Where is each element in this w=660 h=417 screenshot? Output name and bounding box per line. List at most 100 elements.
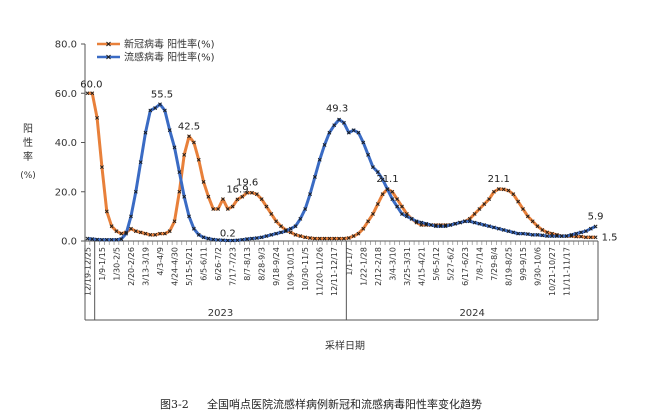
point-covid bbox=[153, 232, 158, 237]
point-flu bbox=[104, 237, 109, 242]
point-covid bbox=[312, 236, 317, 241]
point-covid bbox=[177, 189, 182, 194]
point-flu bbox=[230, 238, 235, 243]
y-axis-title: 阳 性 率 (%) bbox=[20, 123, 36, 181]
point-flu bbox=[545, 234, 550, 238]
point-covid bbox=[414, 220, 419, 225]
x-tick-label: 6/17-6/23 bbox=[461, 247, 470, 286]
point-flu bbox=[409, 216, 414, 221]
point-flu bbox=[375, 170, 380, 174]
data-label: 55.5 bbox=[151, 89, 173, 100]
point-flu bbox=[448, 223, 453, 227]
x-tick-label: 6/26-7/2 bbox=[214, 247, 223, 281]
point-flu bbox=[211, 237, 216, 242]
point-flu bbox=[235, 238, 240, 243]
point-flu bbox=[559, 234, 564, 238]
point-covid bbox=[245, 190, 250, 195]
y-axis-unit: (%) bbox=[20, 171, 36, 181]
data-label: 60.0 bbox=[80, 79, 102, 90]
point-flu bbox=[167, 128, 172, 133]
point-covid bbox=[172, 219, 177, 224]
data-labels: 60.0 55.5 42.5 16.919.6 0.2 49.3 21.1 21.1 5.9 1.… bbox=[80, 79, 617, 243]
x-tick-label: 5/27-6/2 bbox=[446, 247, 455, 281]
x-tick-label: 7/29-8/4 bbox=[490, 247, 499, 281]
point-covid bbox=[569, 234, 574, 238]
point-flu bbox=[254, 236, 259, 240]
point-covid bbox=[158, 231, 162, 236]
point-flu bbox=[182, 194, 187, 199]
point-covid bbox=[477, 207, 482, 211]
point-covid bbox=[351, 234, 356, 238]
point-covid bbox=[143, 231, 148, 236]
point-flu bbox=[453, 221, 458, 226]
point-flu bbox=[114, 237, 119, 242]
x-tick-label: 9/9-9/15 bbox=[519, 247, 528, 281]
series-line-flu bbox=[87, 102, 597, 243]
point-covid bbox=[337, 236, 341, 241]
point-covid bbox=[482, 202, 487, 206]
x-tick-label: 8/7-8/13 bbox=[243, 247, 252, 281]
point-covid bbox=[492, 189, 496, 194]
data-label: 5.9 bbox=[588, 211, 604, 222]
point-flu bbox=[201, 235, 206, 240]
point-flu bbox=[458, 220, 462, 225]
year-labels: 2023 2024 bbox=[94, 241, 599, 320]
point-flu bbox=[511, 230, 516, 235]
point-flu bbox=[472, 220, 477, 225]
x-tick-label: 4/3-4/9 bbox=[156, 247, 165, 276]
point-flu bbox=[317, 157, 322, 162]
point-flu bbox=[298, 216, 303, 221]
point-flu bbox=[492, 225, 496, 230]
x-tick-label: 1/22-1/28 bbox=[359, 247, 368, 286]
point-flu bbox=[356, 130, 361, 135]
point-covid bbox=[303, 235, 308, 240]
point-covid bbox=[206, 194, 211, 199]
point-covid bbox=[545, 230, 550, 235]
data-label: 19.6 bbox=[236, 178, 258, 189]
y-tick-label: 20.0 bbox=[55, 187, 77, 198]
point-flu bbox=[395, 204, 400, 209]
point-flu bbox=[564, 234, 569, 238]
point-covid bbox=[230, 204, 235, 209]
point-covid bbox=[375, 202, 380, 206]
point-flu bbox=[530, 232, 535, 237]
x-tick-label: 11/20-11/26 bbox=[316, 247, 325, 296]
year-label: 2024 bbox=[459, 308, 484, 319]
x-tick-label: 12/19-12/25 bbox=[83, 247, 92, 296]
point-flu bbox=[400, 211, 404, 216]
point-flu bbox=[259, 235, 264, 240]
data-label: 21.1 bbox=[376, 174, 398, 185]
point-flu bbox=[85, 236, 90, 241]
point-flu bbox=[177, 170, 182, 174]
point-flu bbox=[288, 226, 293, 231]
point-flu bbox=[351, 128, 356, 133]
point-flu bbox=[119, 237, 124, 241]
point-flu bbox=[245, 237, 250, 241]
point-flu bbox=[332, 123, 337, 128]
point-covid bbox=[327, 236, 332, 241]
point-covid bbox=[593, 235, 598, 240]
point-covid bbox=[487, 197, 492, 202]
point-covid bbox=[342, 236, 346, 241]
point-covid bbox=[283, 228, 288, 232]
x-tick-label: 12/11-12/17 bbox=[330, 247, 339, 296]
point-flu bbox=[496, 226, 501, 231]
point-covid bbox=[366, 219, 371, 224]
point-flu bbox=[138, 160, 143, 165]
point-flu bbox=[380, 177, 385, 182]
point-covid bbox=[554, 232, 559, 237]
point-flu bbox=[124, 231, 129, 236]
point-flu bbox=[109, 237, 114, 242]
point-covid bbox=[496, 187, 501, 191]
point-flu bbox=[501, 228, 506, 232]
point-flu bbox=[540, 233, 545, 238]
point-flu bbox=[90, 237, 95, 241]
point-flu bbox=[366, 152, 371, 157]
legend-marker bbox=[106, 54, 111, 60]
point-covid bbox=[424, 223, 429, 227]
point-flu bbox=[95, 237, 100, 242]
x-tick-label: 7/8-7/14 bbox=[475, 247, 484, 281]
point-covid bbox=[540, 228, 545, 232]
x-tick-label: 2/20-2/26 bbox=[127, 247, 136, 286]
